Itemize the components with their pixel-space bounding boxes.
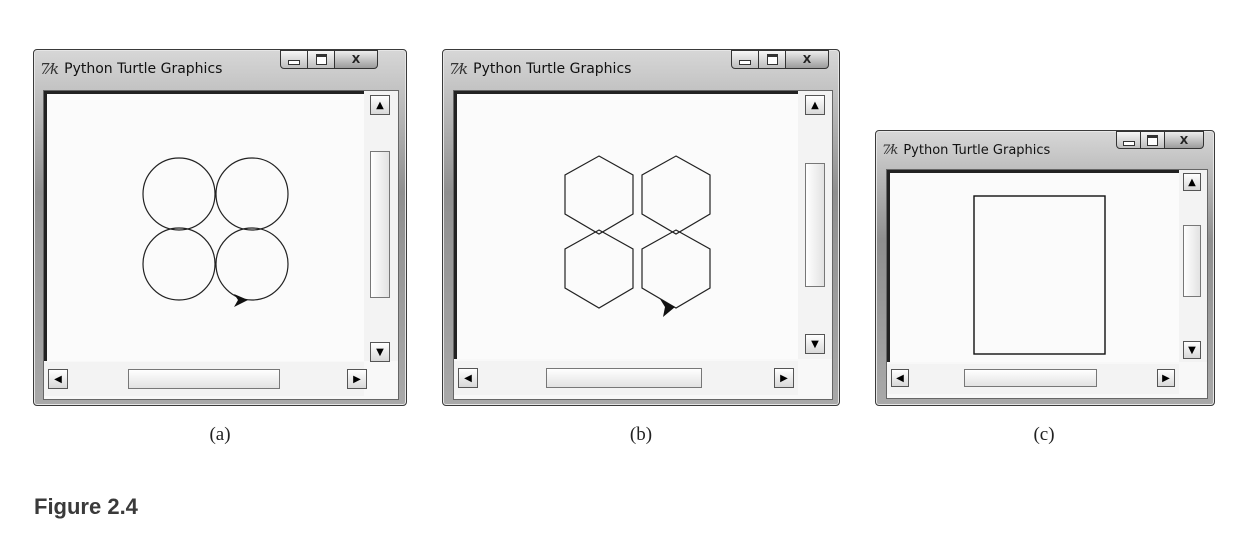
maximize-button[interactable]: [758, 50, 786, 69]
close-icon: X: [1179, 133, 1189, 147]
vertical-scroll-thumb[interactable]: [370, 151, 390, 298]
arrow-right-icon: ▶: [353, 373, 361, 385]
turtle-window-c: 7⁄k Python Turtle Graphics X ▲ ▼ ◀ ▶: [875, 130, 1215, 406]
minimize-button[interactable]: [280, 50, 308, 69]
drawing-four-hexagons: [564, 155, 711, 317]
close-button[interactable]: X: [1164, 131, 1204, 149]
close-icon: X: [351, 53, 361, 66]
minimize-button[interactable]: [731, 50, 759, 69]
turtle-canvas: [454, 91, 798, 359]
arrow-left-icon: ◀: [464, 372, 472, 384]
scroll-up-button[interactable]: ▲: [1183, 173, 1201, 191]
arrow-up-icon: ▲: [811, 99, 819, 111]
drawing-rectangle: [973, 195, 1106, 355]
window-title: Python Turtle Graphics: [473, 61, 632, 77]
minimize-button[interactable]: [1116, 131, 1141, 149]
horizontal-scroll-thumb[interactable]: [546, 368, 702, 388]
minimize-icon: [739, 60, 751, 65]
hexagon-bottom-left: [564, 229, 634, 309]
scroll-left-button[interactable]: ◀: [48, 369, 68, 389]
scroll-right-button[interactable]: ▶: [774, 368, 794, 388]
maximize-icon: [315, 54, 327, 65]
arrow-right-icon: ▶: [1162, 372, 1170, 384]
turtle-canvas: [887, 170, 1179, 362]
maximize-button[interactable]: [307, 50, 335, 69]
turtle-window-b: 7⁄k Python Turtle Graphics X ▲ ▼ ◀: [442, 49, 840, 406]
circle-bottom-right: [215, 227, 289, 301]
client-area: ▲ ▼ ◀ ▶: [43, 90, 399, 400]
caption-a: (a): [209, 424, 231, 445]
arrow-down-icon: ▼: [1188, 344, 1196, 356]
hexagon-top-left: [564, 155, 634, 235]
scroll-left-button[interactable]: ◀: [458, 368, 478, 388]
vertical-scrollbar[interactable]: ▲ ▼: [1179, 170, 1207, 362]
horizontal-scroll-thumb[interactable]: [128, 369, 280, 389]
hexagon-bottom-right: [641, 229, 711, 309]
maximize-button[interactable]: [1140, 131, 1165, 149]
hexagon-top-right: [641, 155, 711, 235]
arrow-up-icon: ▲: [376, 99, 384, 111]
horizontal-scrollbar[interactable]: ◀ ▶: [887, 364, 1179, 394]
scroll-right-button[interactable]: ▶: [347, 369, 367, 389]
turtle-arrow-icon: [234, 294, 248, 307]
horizontal-scroll-thumb[interactable]: [964, 369, 1097, 387]
arrow-right-icon: ▶: [780, 372, 788, 384]
arrow-left-icon: ◀: [54, 373, 62, 385]
close-icon: X: [802, 53, 812, 66]
client-area: ▲ ▼ ◀ ▶: [886, 169, 1208, 399]
arrow-up-icon: ▲: [1188, 176, 1196, 188]
horizontal-scrollbar[interactable]: ◀ ▶: [454, 361, 798, 395]
title-bar[interactable]: 7⁄k Python Turtle Graphics: [449, 54, 835, 84]
caption-b: (b): [629, 424, 653, 445]
tk-feather-icon: 7⁄k: [40, 60, 59, 78]
figure-label: Figure 2.4: [34, 494, 138, 519]
vertical-scrollbar[interactable]: ▲ ▼: [798, 91, 832, 359]
rectangle-shape: [973, 195, 1106, 355]
tk-feather-icon: 7⁄k: [449, 60, 468, 78]
vertical-scrollbar[interactable]: ▲ ▼: [364, 91, 398, 362]
title-bar[interactable]: 7⁄k Python Turtle Graphics: [40, 54, 402, 84]
scroll-right-button[interactable]: ▶: [1157, 369, 1175, 387]
minimize-icon: [1122, 140, 1135, 146]
arrow-left-icon: ◀: [896, 372, 904, 384]
circle-top-right: [215, 157, 289, 231]
scroll-up-button[interactable]: ▲: [805, 95, 825, 115]
scroll-up-button[interactable]: ▲: [370, 95, 390, 115]
scroll-down-button[interactable]: ▼: [805, 334, 825, 354]
arrow-down-icon: ▼: [376, 346, 384, 358]
turtle-window-a: 7⁄k Python Turtle Graphics X ▲ ▼ ◀: [33, 49, 407, 406]
minimize-icon: [288, 60, 300, 65]
title-bar[interactable]: 7⁄k Python Turtle Graphics: [882, 135, 1210, 165]
turtle-arrow-icon: [660, 299, 675, 317]
caption-c: (c): [1033, 424, 1055, 445]
client-area: ▲ ▼ ◀ ▶: [453, 90, 833, 400]
close-button[interactable]: X: [785, 50, 829, 69]
arrow-down-icon: ▼: [811, 338, 819, 350]
window-title: Python Turtle Graphics: [64, 61, 223, 77]
vertical-scroll-thumb[interactable]: [805, 163, 825, 287]
circle-top-left: [142, 157, 216, 231]
scroll-left-button[interactable]: ◀: [891, 369, 909, 387]
scroll-down-button[interactable]: ▼: [370, 342, 390, 362]
horizontal-scrollbar[interactable]: ◀ ▶: [44, 362, 367, 396]
turtle-canvas: [44, 91, 364, 361]
close-button[interactable]: X: [334, 50, 378, 69]
scroll-down-button[interactable]: ▼: [1183, 341, 1201, 359]
maximize-icon: [766, 54, 778, 65]
tk-feather-icon: 7⁄k: [882, 142, 898, 158]
vertical-scroll-thumb[interactable]: [1183, 225, 1201, 297]
circle-bottom-left: [142, 227, 216, 301]
maximize-icon: [1147, 134, 1158, 146]
window-title: Python Turtle Graphics: [903, 142, 1051, 158]
drawing-four-circles: [142, 157, 289, 307]
